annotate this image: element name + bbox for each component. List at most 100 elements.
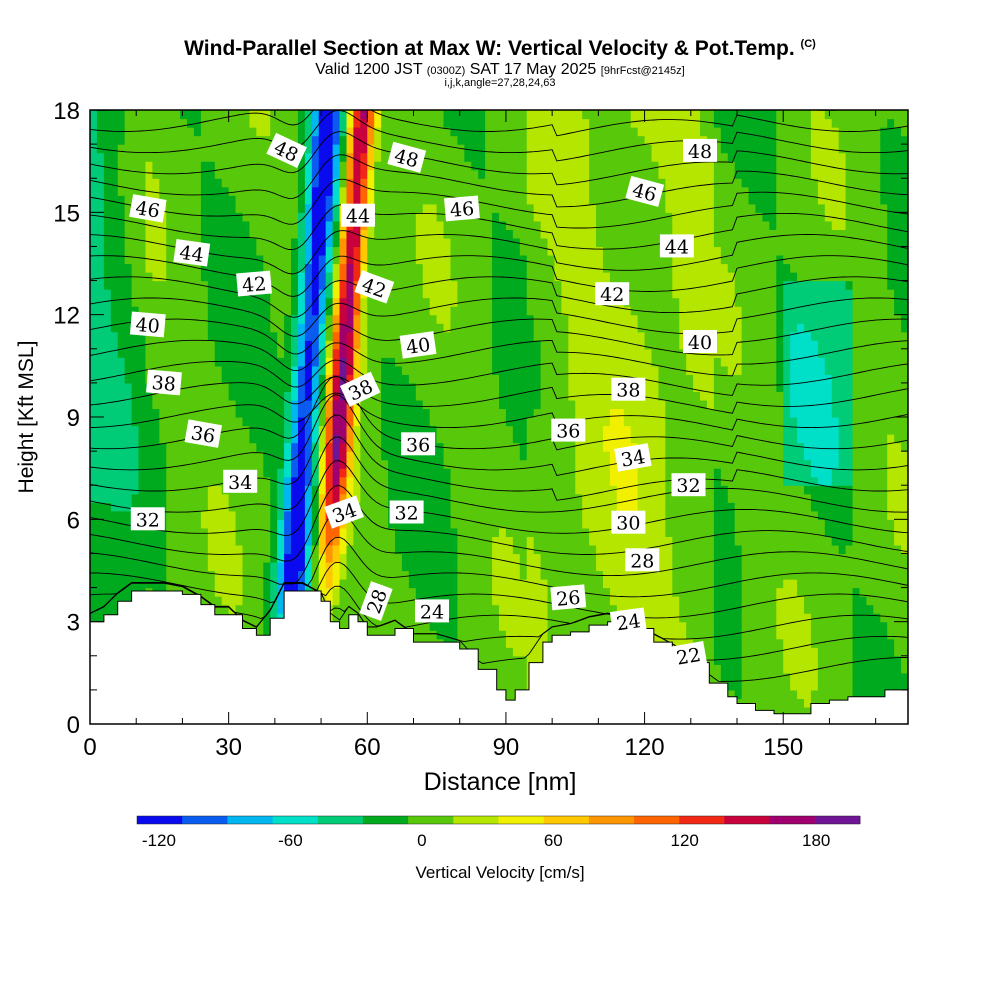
w-cell xyxy=(90,391,98,401)
w-cell xyxy=(311,459,320,469)
w-cell xyxy=(526,186,535,196)
w-cell xyxy=(152,280,160,290)
w-cell xyxy=(110,604,119,614)
w-cell xyxy=(471,459,479,469)
w-cell xyxy=(110,527,119,537)
w-cell xyxy=(561,493,569,503)
w-cell xyxy=(277,510,285,520)
w-cell xyxy=(429,485,438,495)
w-cell xyxy=(291,135,299,145)
w-cell xyxy=(145,493,153,503)
w-cell xyxy=(422,399,431,410)
w-cell xyxy=(422,510,431,520)
w-cell xyxy=(360,237,368,248)
w-cell xyxy=(263,434,271,444)
w-cell xyxy=(561,374,569,384)
w-cell xyxy=(256,169,264,179)
w-cell xyxy=(464,570,472,580)
w-cell xyxy=(436,314,445,324)
w-cell xyxy=(395,297,403,307)
w-cell xyxy=(512,152,521,162)
w-cell xyxy=(110,220,119,230)
w-cell xyxy=(180,502,188,512)
w-cell xyxy=(450,229,458,239)
w-cell xyxy=(478,544,486,555)
w-cell xyxy=(96,596,105,606)
w-cell xyxy=(311,485,320,495)
w-cell xyxy=(110,434,119,444)
w-cell xyxy=(117,314,126,324)
w-cell xyxy=(339,493,348,503)
w-cell xyxy=(187,485,195,495)
w-cell xyxy=(325,570,334,580)
w-cell xyxy=(450,169,458,179)
w-cell xyxy=(457,544,465,555)
w-cell xyxy=(436,561,445,572)
w-cell xyxy=(187,357,195,367)
w-cell xyxy=(388,331,396,341)
w-cell xyxy=(270,613,278,623)
w-cell xyxy=(90,135,98,145)
w-cell xyxy=(207,220,216,230)
w-cell xyxy=(228,203,237,213)
w-cell xyxy=(429,382,438,393)
w-cell xyxy=(381,382,389,393)
w-cell xyxy=(207,553,216,563)
w-cell xyxy=(124,357,133,367)
w-cell xyxy=(429,161,438,171)
w-cell xyxy=(277,587,285,597)
w-cell xyxy=(561,152,569,162)
w-cell xyxy=(450,340,458,350)
w-cell xyxy=(249,135,257,145)
w-cell xyxy=(297,382,306,393)
w-cell xyxy=(464,459,472,469)
w-cell xyxy=(110,118,119,128)
w-cell xyxy=(505,672,514,682)
w-cell xyxy=(464,110,472,120)
w-cell xyxy=(235,587,244,597)
w-cell xyxy=(277,468,285,478)
w-cell xyxy=(388,220,396,230)
w-cell xyxy=(485,399,493,410)
w-cell xyxy=(519,195,528,205)
w-cell xyxy=(485,237,493,248)
w-cell xyxy=(221,306,230,316)
w-cell xyxy=(166,434,174,444)
w-cell xyxy=(422,527,431,537)
w-cell xyxy=(505,382,514,393)
w-cell xyxy=(353,357,361,367)
w-cell xyxy=(263,561,271,572)
w-cell xyxy=(110,374,119,384)
w-cell xyxy=(138,399,147,410)
w-cell xyxy=(401,536,410,546)
w-cell xyxy=(117,110,126,120)
w-cell xyxy=(478,169,486,179)
w-cell xyxy=(381,408,389,418)
w-cell xyxy=(318,365,327,375)
w-cell xyxy=(242,237,251,248)
w-cell xyxy=(519,417,528,427)
w-cell xyxy=(526,127,535,137)
w-cell xyxy=(311,340,320,350)
w-cell xyxy=(388,485,396,495)
w-cell xyxy=(277,289,285,299)
w-cell xyxy=(318,331,327,341)
w-cell xyxy=(408,391,417,401)
w-cell xyxy=(325,263,334,273)
w-cell xyxy=(173,425,181,435)
w-cell xyxy=(173,135,181,145)
w-cell xyxy=(270,485,278,495)
w-cell xyxy=(318,314,327,324)
w-cell xyxy=(471,169,479,179)
w-cell xyxy=(304,144,313,154)
w-cell xyxy=(485,613,493,623)
w-cell xyxy=(325,169,334,179)
w-cell xyxy=(374,391,382,401)
w-cell xyxy=(166,331,174,341)
w-cell xyxy=(214,340,223,350)
w-cell xyxy=(533,118,542,128)
w-cell xyxy=(443,220,452,230)
w-cell xyxy=(235,391,244,401)
w-cell xyxy=(554,280,562,290)
w-cell xyxy=(415,561,424,572)
